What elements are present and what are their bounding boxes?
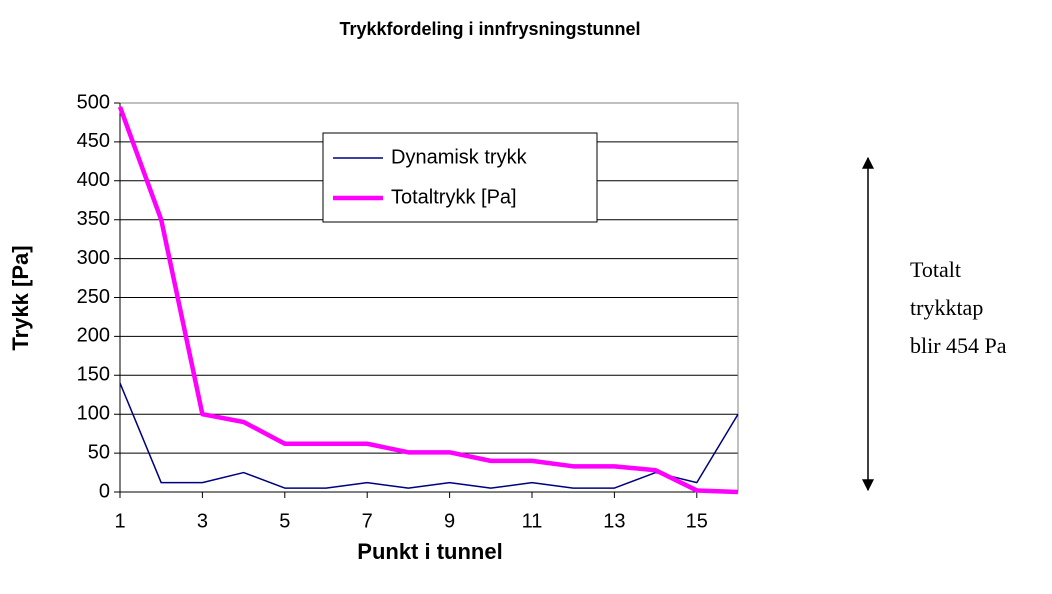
legend-box xyxy=(322,132,598,223)
y-tick-label: 450 xyxy=(77,130,110,152)
y-tick-label: 500 xyxy=(77,91,110,113)
chart-title: Trykkfordeling i innfrysningstunnel xyxy=(339,19,640,39)
x-tick-label: 11 xyxy=(522,510,543,532)
legend-label: Dynamisk trykk xyxy=(391,146,528,168)
y-tick-label: 0 xyxy=(99,480,110,502)
x-tick-label: 7 xyxy=(362,510,373,532)
y-tick-label: 350 xyxy=(77,208,110,230)
legend-label: Totaltrykk [Pa] xyxy=(391,186,517,208)
series-line xyxy=(117,106,739,495)
x-tick-label: 13 xyxy=(603,510,625,532)
x-axis-label: Punkt i tunnel xyxy=(357,539,502,564)
x-tick-label: 1 xyxy=(114,510,125,532)
annotation: Totalt xyxy=(910,257,961,282)
y-tick-label: 300 xyxy=(77,247,110,269)
x-tick-label: 15 xyxy=(686,510,708,532)
y-tick-label: 250 xyxy=(77,286,110,308)
x-tick-label: 5 xyxy=(279,510,290,532)
annotation: trykktap xyxy=(910,295,983,320)
series-line xyxy=(119,382,739,489)
y-tick-label: 150 xyxy=(77,364,110,386)
y-tick-label: 100 xyxy=(77,402,110,424)
x-tick-label: 9 xyxy=(444,510,455,532)
annotation: blir 454 Pa xyxy=(910,333,1007,358)
x-tick-label: 3 xyxy=(197,510,208,532)
y-tick-label: 50 xyxy=(88,441,110,463)
y-axis-label: Trykk [Pa] xyxy=(8,245,33,350)
y-tick-label: 200 xyxy=(77,325,110,347)
y-tick-label: 400 xyxy=(77,169,110,191)
